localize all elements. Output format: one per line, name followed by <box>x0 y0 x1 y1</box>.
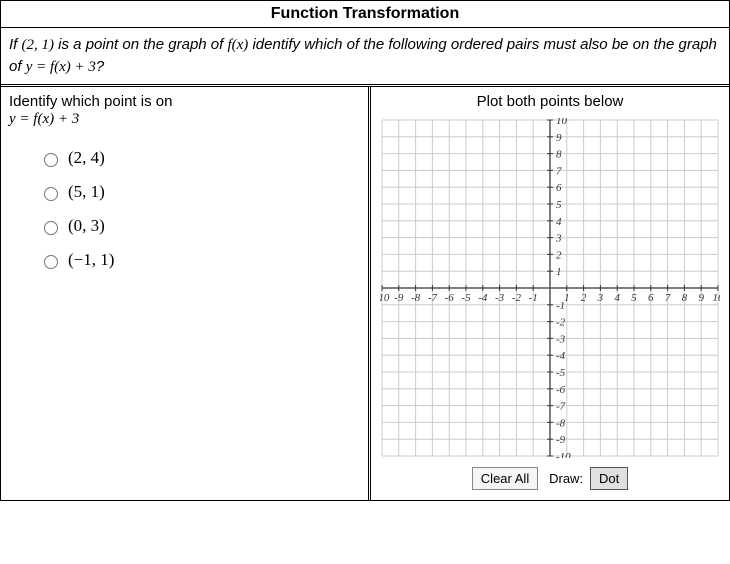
right-header: Plot both points below <box>373 93 727 110</box>
option-label-1: (5, 1) <box>68 182 105 202</box>
svg-text:10: 10 <box>713 292 721 304</box>
svg-text:8: 8 <box>682 292 688 304</box>
svg-text:-7: -7 <box>428 292 438 304</box>
grid-wrap: -10-9-8-7-6-5-4-3-2-112345678910-10-9-8-… <box>380 118 720 458</box>
svg-text:-7: -7 <box>556 401 566 413</box>
svg-text:-3: -3 <box>556 333 566 345</box>
clear-all-button[interactable]: Clear All <box>472 467 538 490</box>
svg-text:3: 3 <box>597 292 604 304</box>
right-column: Plot both points below -10 -9 -8 -7 -6 -5 -4 -3… <box>371 87 729 500</box>
svg-text:-8: -8 <box>556 417 566 429</box>
svg-text:-1: -1 <box>556 300 565 312</box>
option-2[interactable]: (0, 3) <box>39 216 360 236</box>
svg-text:6: 6 <box>556 182 562 194</box>
svg-text:2: 2 <box>581 292 587 304</box>
svg-text:-4: -4 <box>556 350 566 362</box>
option-label-3: (−1, 1) <box>68 250 114 270</box>
option-radio-0[interactable] <box>44 153 58 167</box>
option-1[interactable]: (5, 1) <box>39 182 360 202</box>
svg-text:-10: -10 <box>556 451 571 458</box>
option-radio-3[interactable] <box>44 255 58 269</box>
svg-text:8: 8 <box>556 149 562 161</box>
svg-text:3: 3 <box>555 233 562 245</box>
svg-text:-3: -3 <box>495 292 505 304</box>
svg-text:-9: -9 <box>394 292 404 304</box>
plot-toolbar: Clear All Draw: Dot <box>373 467 727 490</box>
draw-label: Draw: <box>549 471 583 486</box>
svg-text:-2: -2 <box>556 317 566 329</box>
columns: Identify which point is ony = f(x) + 3 (… <box>1 87 729 500</box>
left-header: Identify which point is ony = f(x) + 3 <box>9 93 360 128</box>
coordinate-grid[interactable]: -10-9-8-7-6-5-4-3-2-112345678910-10-9-8-… <box>380 118 720 458</box>
svg-text:1: 1 <box>556 266 562 278</box>
svg-text:7: 7 <box>556 165 562 177</box>
svg-text:5: 5 <box>556 199 562 211</box>
page-title: Function Transformation <box>1 1 729 28</box>
svg-text:-6: -6 <box>445 292 455 304</box>
option-radio-1[interactable] <box>44 187 58 201</box>
option-3[interactable]: (−1, 1) <box>39 250 360 270</box>
svg-text:4: 4 <box>614 292 620 304</box>
svg-text:4: 4 <box>556 216 562 228</box>
option-label-0: (2, 4) <box>68 148 105 168</box>
svg-text:-9: -9 <box>556 434 566 446</box>
left-column: Identify which point is ony = f(x) + 3 (… <box>1 87 371 500</box>
dot-tool-button[interactable]: Dot <box>590 467 628 490</box>
svg-text:-8: -8 <box>411 292 421 304</box>
option-0[interactable]: (2, 4) <box>39 148 360 168</box>
svg-text:-5: -5 <box>461 292 471 304</box>
svg-text:5: 5 <box>631 292 637 304</box>
option-label-2: (0, 3) <box>68 216 105 236</box>
svg-text:9: 9 <box>556 132 562 144</box>
svg-text:-4: -4 <box>478 292 488 304</box>
svg-text:-10: -10 <box>380 292 390 304</box>
svg-text:9: 9 <box>698 292 704 304</box>
svg-text:10: 10 <box>556 118 568 127</box>
svg-text:7: 7 <box>665 292 671 304</box>
worksheet-container: Function Transformation If (2, 1) is a p… <box>0 0 730 501</box>
svg-text:-2: -2 <box>512 292 522 304</box>
svg-text:2: 2 <box>556 249 562 261</box>
svg-text:-5: -5 <box>556 367 566 379</box>
question-prompt: If (2, 1) is a point on the graph of f(x… <box>1 28 729 87</box>
svg-text:-6: -6 <box>556 384 566 396</box>
options-group: (2, 4) (5, 1) (0, 3) (−1, 1) <box>9 148 360 270</box>
svg-text:-1: -1 <box>529 292 538 304</box>
svg-text:6: 6 <box>648 292 654 304</box>
option-radio-2[interactable] <box>44 221 58 235</box>
